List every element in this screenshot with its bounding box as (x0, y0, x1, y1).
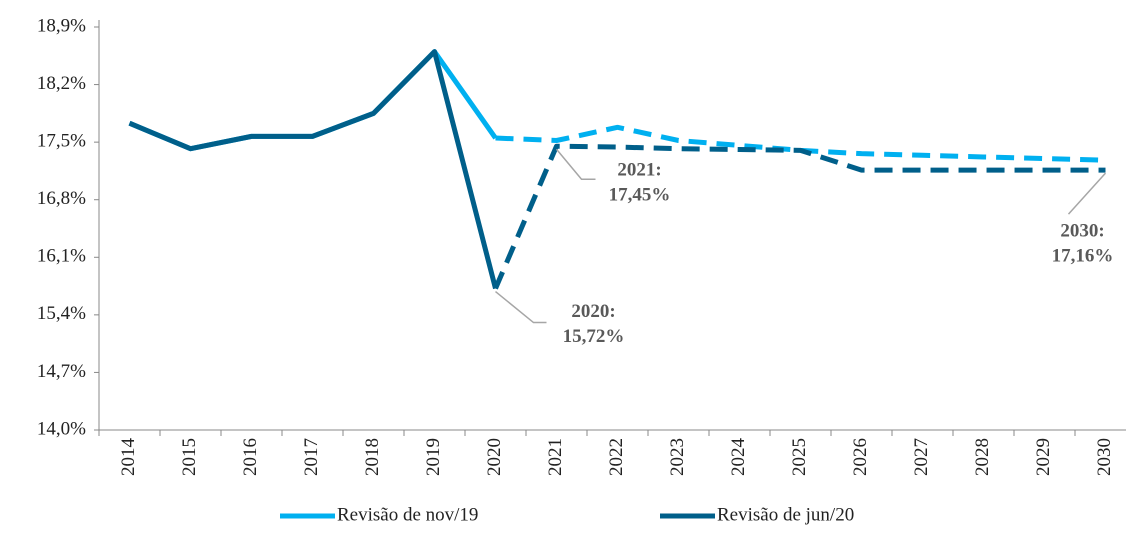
series-line (493, 143, 1106, 290)
x-tick-label: 2015 (179, 438, 200, 476)
x-tick-label: 2030 (1094, 438, 1115, 476)
y-tick-label: 15,4% (37, 303, 86, 324)
y-tick-label: 18,9% (37, 15, 86, 36)
x-tick-label: 2021 (545, 438, 566, 476)
x-tick-label: 2025 (789, 438, 810, 476)
leader-line (1067, 172, 1107, 215)
y-tick-label: 16,1% (37, 246, 86, 267)
y-tick-label: 14,7% (37, 361, 86, 382)
x-tick-label: 2027 (911, 438, 932, 476)
x-tick-label: 2018 (362, 438, 383, 476)
y-tick-label: 17,5% (37, 131, 86, 152)
x-tick-label: 2024 (728, 438, 749, 477)
annotation: 2020: (571, 301, 615, 322)
x-tick-label: 2023 (667, 438, 688, 476)
leader-line (495, 290, 547, 324)
x-tick-label: 2028 (972, 438, 993, 476)
y-tick-label: 14,0% (37, 418, 86, 439)
series-line (495, 124, 1106, 163)
y-tick-label: 18,2% (37, 73, 86, 94)
x-tick-label: 2020 (484, 438, 505, 476)
legend-label: Revisão de nov/19 (337, 504, 478, 525)
x-tick-label: 2017 (301, 438, 322, 476)
annotation: 2030: (1060, 220, 1104, 241)
x-tick-label: 2016 (240, 438, 261, 476)
x-tick-label: 2022 (606, 438, 627, 476)
x-tick-label: 2019 (423, 438, 444, 476)
x-tick-label: 2029 (1033, 438, 1054, 476)
annotation: 2021: (617, 160, 661, 181)
series-line (128, 49, 498, 290)
y-tick-label: 16,8% (37, 188, 86, 209)
annotation: 17,16% (1052, 245, 1114, 266)
annotation: 17,45% (609, 185, 671, 206)
legend-label: Revisão de jun/20 (717, 504, 854, 525)
x-tick-label: 2026 (850, 438, 871, 476)
leader-line (555, 148, 596, 181)
x-tick-label: 2014 (118, 438, 139, 477)
annotation: 15,72% (563, 326, 625, 347)
